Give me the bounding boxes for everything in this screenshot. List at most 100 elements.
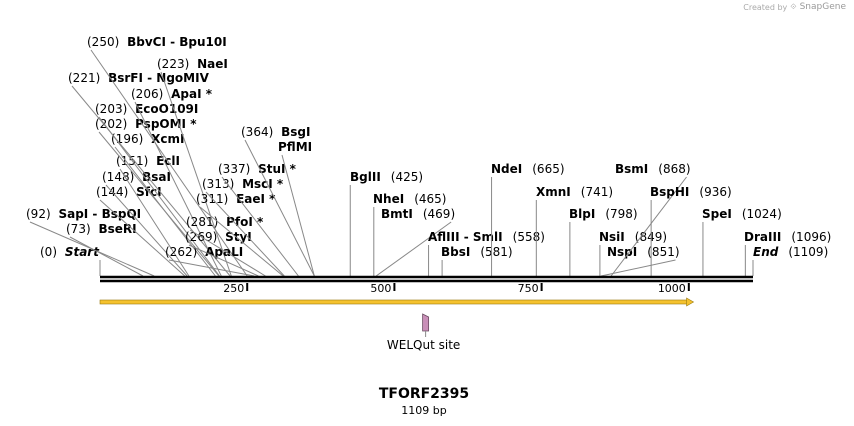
site-label: BmtI (469)	[381, 207, 455, 221]
site-line	[98, 131, 220, 277]
welqut-site[interactable]: WELQut site	[387, 313, 460, 352]
site-position: (148)	[102, 170, 138, 184]
site-position: (262)	[165, 245, 201, 259]
site-nhei[interactable]: NheI (465)	[373, 192, 446, 276]
site-bsphi[interactable]: BspHI (936)	[650, 185, 732, 276]
site-apai[interactable]: (206) ApaI *	[131, 87, 222, 277]
site-enzyme: NspI	[607, 245, 637, 259]
site-pflmi[interactable]: PflMI	[278, 140, 315, 277]
site-position: (558)	[513, 230, 545, 244]
site-end[interactable]: End (1109)	[752, 245, 828, 276]
site-enzyme: EaeI *	[236, 192, 276, 206]
site-blpi[interactable]: BlpI (798)	[569, 207, 638, 276]
site-label: (73) BseRI	[66, 222, 137, 236]
site-bmti[interactable]: BmtI (469)	[375, 207, 455, 277]
site-position: (311)	[196, 192, 232, 206]
site-line	[119, 168, 190, 277]
site-enzyme: BbvCI - Bpu10I	[127, 35, 227, 49]
site-label: AflIII - SmlI (558)	[428, 230, 545, 244]
site-position: (364)	[241, 125, 277, 139]
sequence-name: TFORF2395	[378, 386, 470, 402]
site-enzyme: BmtI	[381, 207, 413, 221]
site-label: BspHI (936)	[650, 185, 732, 199]
snapgene-logo-icon: ⟐	[790, 2, 797, 11]
site-enzyme: MscI *	[242, 177, 284, 191]
site-position: (250)	[87, 35, 123, 49]
site-position: (798)	[605, 207, 637, 221]
site-line	[199, 206, 284, 277]
site-spei[interactable]: SpeI (1024)	[702, 207, 782, 276]
site-label: (262) ApaLI	[165, 245, 243, 259]
site-enzyme: ApaLI	[205, 245, 243, 259]
site-bglii[interactable]: BglII (425)	[349, 170, 423, 276]
site-position: (868)	[658, 162, 690, 176]
site-bbvci[interactable]: (250) BbvCI - Bpu10I	[87, 35, 248, 277]
site-position: (313)	[202, 177, 238, 191]
site-draiii[interactable]: DraIII (1096)	[744, 230, 831, 276]
site-enzyme: Start	[65, 245, 100, 259]
site-position: (144)	[96, 185, 132, 199]
site-enzyme: NsiI	[599, 230, 625, 244]
site-label: (148) BsaI	[102, 170, 171, 184]
ruler-tick: 1000	[658, 282, 690, 295]
site-enzyme: BsmI	[615, 162, 648, 176]
site-enzyme: BbsI	[441, 245, 470, 259]
site-start[interactable]: (0) Start	[40, 245, 101, 276]
welqut-marker	[422, 313, 430, 332]
site-pspomi[interactable]: (202) PspOMI *	[95, 117, 220, 277]
watermark-brand: SnapGene	[799, 2, 846, 12]
site-enzyme: SapI - BspQI	[58, 207, 141, 221]
site-ndei[interactable]: NdeI (665)	[491, 162, 565, 276]
site-label: (203) EcoO109I	[95, 102, 198, 116]
site-xmni[interactable]: XmnI (741)	[535, 185, 613, 276]
site-enzyme: BsgI	[281, 125, 310, 139]
site-line	[29, 221, 155, 277]
orf-arrowhead	[686, 297, 695, 307]
site-enzyme: AflIII - SmlI	[428, 230, 503, 244]
site-position: (465)	[414, 192, 446, 206]
site-label: (221) BsrFI - NgoMIV	[68, 71, 210, 85]
site-line	[281, 154, 315, 277]
site-nspi[interactable]: NspI (851)	[600, 245, 680, 277]
site-line	[610, 176, 687, 277]
site-label: (313) MscI *	[202, 177, 284, 191]
site-naei[interactable]: (223) NaeI	[157, 57, 232, 277]
site-enzyme: BsaI	[142, 170, 171, 184]
site-line	[90, 49, 248, 277]
ruler-tick-label: 250	[223, 282, 244, 295]
site-label: NheI (465)	[373, 192, 446, 206]
site-sapi[interactable]: (92) SapI - BspQI	[26, 207, 155, 277]
sequence-length: 1109 bp	[401, 404, 447, 417]
site-enzyme: PflMI	[278, 140, 312, 154]
site-afliii[interactable]: AflIII - SmlI (558)	[428, 230, 545, 276]
site-mscI[interactable]: (313) MscI *	[202, 177, 285, 277]
site-bseri[interactable]: (73) BseRI	[66, 222, 144, 277]
watermark: Created by ⟐ SnapGene	[743, 2, 846, 12]
site-eaei[interactable]: (311) EaeI *	[196, 192, 284, 277]
ruler-tick: 500	[370, 282, 396, 295]
site-bsmi[interactable]: BsmI (868)	[610, 162, 691, 277]
site-label: End (1109)	[753, 245, 828, 259]
site-position: (269)	[185, 230, 221, 244]
orf-arrow[interactable]	[99, 297, 695, 307]
site-apali[interactable]: (262) ApaLI	[165, 245, 255, 277]
site-label: BlpI (798)	[569, 207, 638, 221]
site-bbsi[interactable]: BbsI (581)	[441, 245, 513, 276]
site-label: NspI (851)	[607, 245, 680, 259]
site-label: (0) Start	[40, 245, 100, 259]
site-position: (202)	[95, 117, 131, 131]
site-label: PflMI	[278, 140, 312, 154]
site-bsgi[interactable]: (364) BsgI	[241, 125, 315, 277]
site-bsrfi[interactable]: (221) BsrFI - NgoMIV	[68, 71, 231, 277]
site-line	[160, 71, 232, 277]
site-enzyme: XmnI	[536, 185, 571, 199]
site-enzyme: NdeI	[491, 162, 522, 176]
features: WELQut site	[99, 297, 695, 352]
site-position: (206)	[131, 87, 167, 101]
site-position: (92)	[26, 207, 54, 221]
ruler-tick-label: 750	[518, 282, 539, 295]
site-enzyme: StuI *	[258, 162, 297, 176]
site-position: (73)	[66, 222, 94, 236]
orf-body	[99, 299, 688, 305]
